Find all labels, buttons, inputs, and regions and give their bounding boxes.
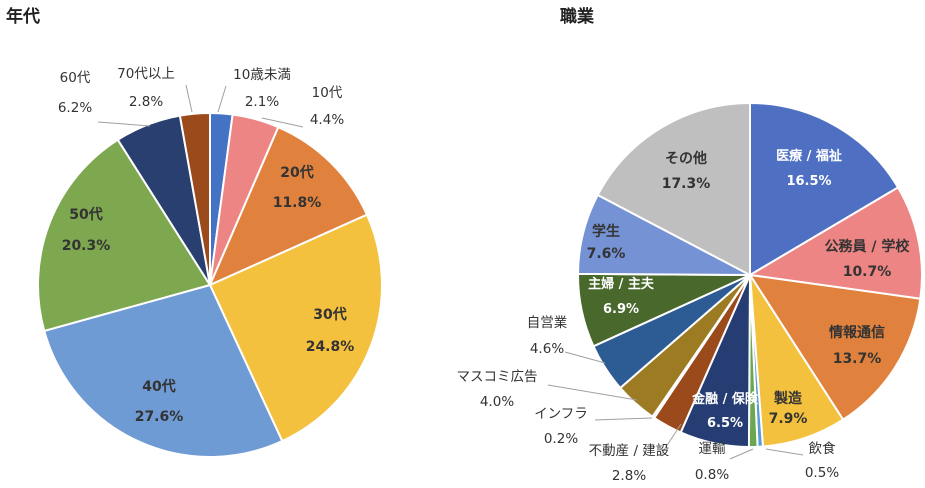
slice-label: 主婦 / 主夫 xyxy=(588,276,655,292)
slice-value-label: 16.5% xyxy=(786,174,831,189)
slice-value-label: 20.3% xyxy=(62,238,111,254)
slice-label: 医療 / 福祉 xyxy=(776,148,842,164)
pie-slice xyxy=(37,138,212,333)
pie-slice xyxy=(747,186,923,300)
label-leader-line xyxy=(261,117,304,128)
slice-label: マスコミ広告 xyxy=(457,369,538,385)
slice-value-label: 11.8% xyxy=(273,195,322,211)
slice-label: 飲食 xyxy=(809,440,837,457)
label-leader-line xyxy=(564,351,606,364)
slice-value-label: 13.7% xyxy=(833,351,882,367)
slice-label: 70代以上 xyxy=(117,66,175,82)
label-leader-line xyxy=(547,384,638,401)
slice-value-label: 17.3% xyxy=(662,176,711,192)
chart-title-age: 年代 xyxy=(6,6,40,27)
label-leader-line xyxy=(185,84,193,113)
slice-value-label: 2.1% xyxy=(245,94,279,110)
slice-value-label: 24.8% xyxy=(306,339,355,355)
slice-label: 金融 / 保険 xyxy=(691,391,759,407)
slice-value-label: 7.9% xyxy=(769,411,808,427)
chart-title-occupation: 職業 xyxy=(560,6,594,27)
label-leader-line xyxy=(217,85,227,113)
label-leader-line xyxy=(659,423,682,457)
slice-value-label: 7.6% xyxy=(587,246,626,262)
slice-value-label: 27.6% xyxy=(135,409,184,425)
slice-value-label: 6.5% xyxy=(707,416,743,431)
pie-chart-age: 10歳未満 2.1% 10代 4.4% 20代 11.8% 30代 24.8% 40代 27.6%… xyxy=(37,66,383,459)
pie-slice xyxy=(596,101,751,277)
pie-slice xyxy=(749,101,900,277)
slice-value-label: 6.9% xyxy=(603,302,639,317)
slice-label: 20代 xyxy=(280,164,313,181)
slice-label: 学生 xyxy=(592,223,620,240)
slice-label: その他 xyxy=(665,150,707,167)
pie-chart-occupation: 医療 / 福祉 16.5% 公務員 / 学校 10.7% 情報通信 13.7% 製造 7.9%… xyxy=(457,101,923,484)
slice-value-label: 0.2% xyxy=(544,431,578,447)
slice-value-label: 4.4% xyxy=(310,112,344,128)
slice-value-label: 0.8% xyxy=(695,467,729,483)
slice-value-label: 4.6% xyxy=(530,341,564,357)
label-leader-line xyxy=(594,417,653,421)
slice-value-label: 4.0% xyxy=(480,394,514,410)
pie-slice xyxy=(208,125,369,287)
pie-slice xyxy=(43,283,284,459)
slice-label: 40代 xyxy=(142,378,175,395)
slice-label: 60代 xyxy=(60,70,91,86)
slice-label: インフラ xyxy=(534,406,588,422)
slice-value-label: 2.8% xyxy=(129,94,163,110)
label-leader-line xyxy=(729,448,754,460)
pie-slice xyxy=(208,213,383,443)
slice-value-label: 2.8% xyxy=(612,468,646,484)
slice-label: 情報通信 xyxy=(829,324,885,341)
slice-value-label: 0.5% xyxy=(805,465,839,481)
slice-label: 公務員 / 学校 xyxy=(825,238,911,255)
label-leader-line xyxy=(97,121,151,127)
label-leader-line xyxy=(765,448,804,456)
slice-label: 30代 xyxy=(313,306,346,323)
slice-label: 不動産 / 建設 xyxy=(589,443,670,459)
pie-slice xyxy=(747,273,922,422)
slice-label: 10代 xyxy=(312,85,343,101)
slice-label: 50代 xyxy=(69,206,102,223)
pie-slice xyxy=(178,111,211,286)
slice-label: 製造 xyxy=(773,390,802,407)
slice-value-label: 10.7% xyxy=(843,264,892,280)
slice-label: 運輸 xyxy=(699,441,727,457)
slice-label: 10歳未満 xyxy=(233,67,291,83)
slice-value-label: 6.2% xyxy=(58,100,92,116)
slice-label: 自営業 xyxy=(527,315,568,331)
